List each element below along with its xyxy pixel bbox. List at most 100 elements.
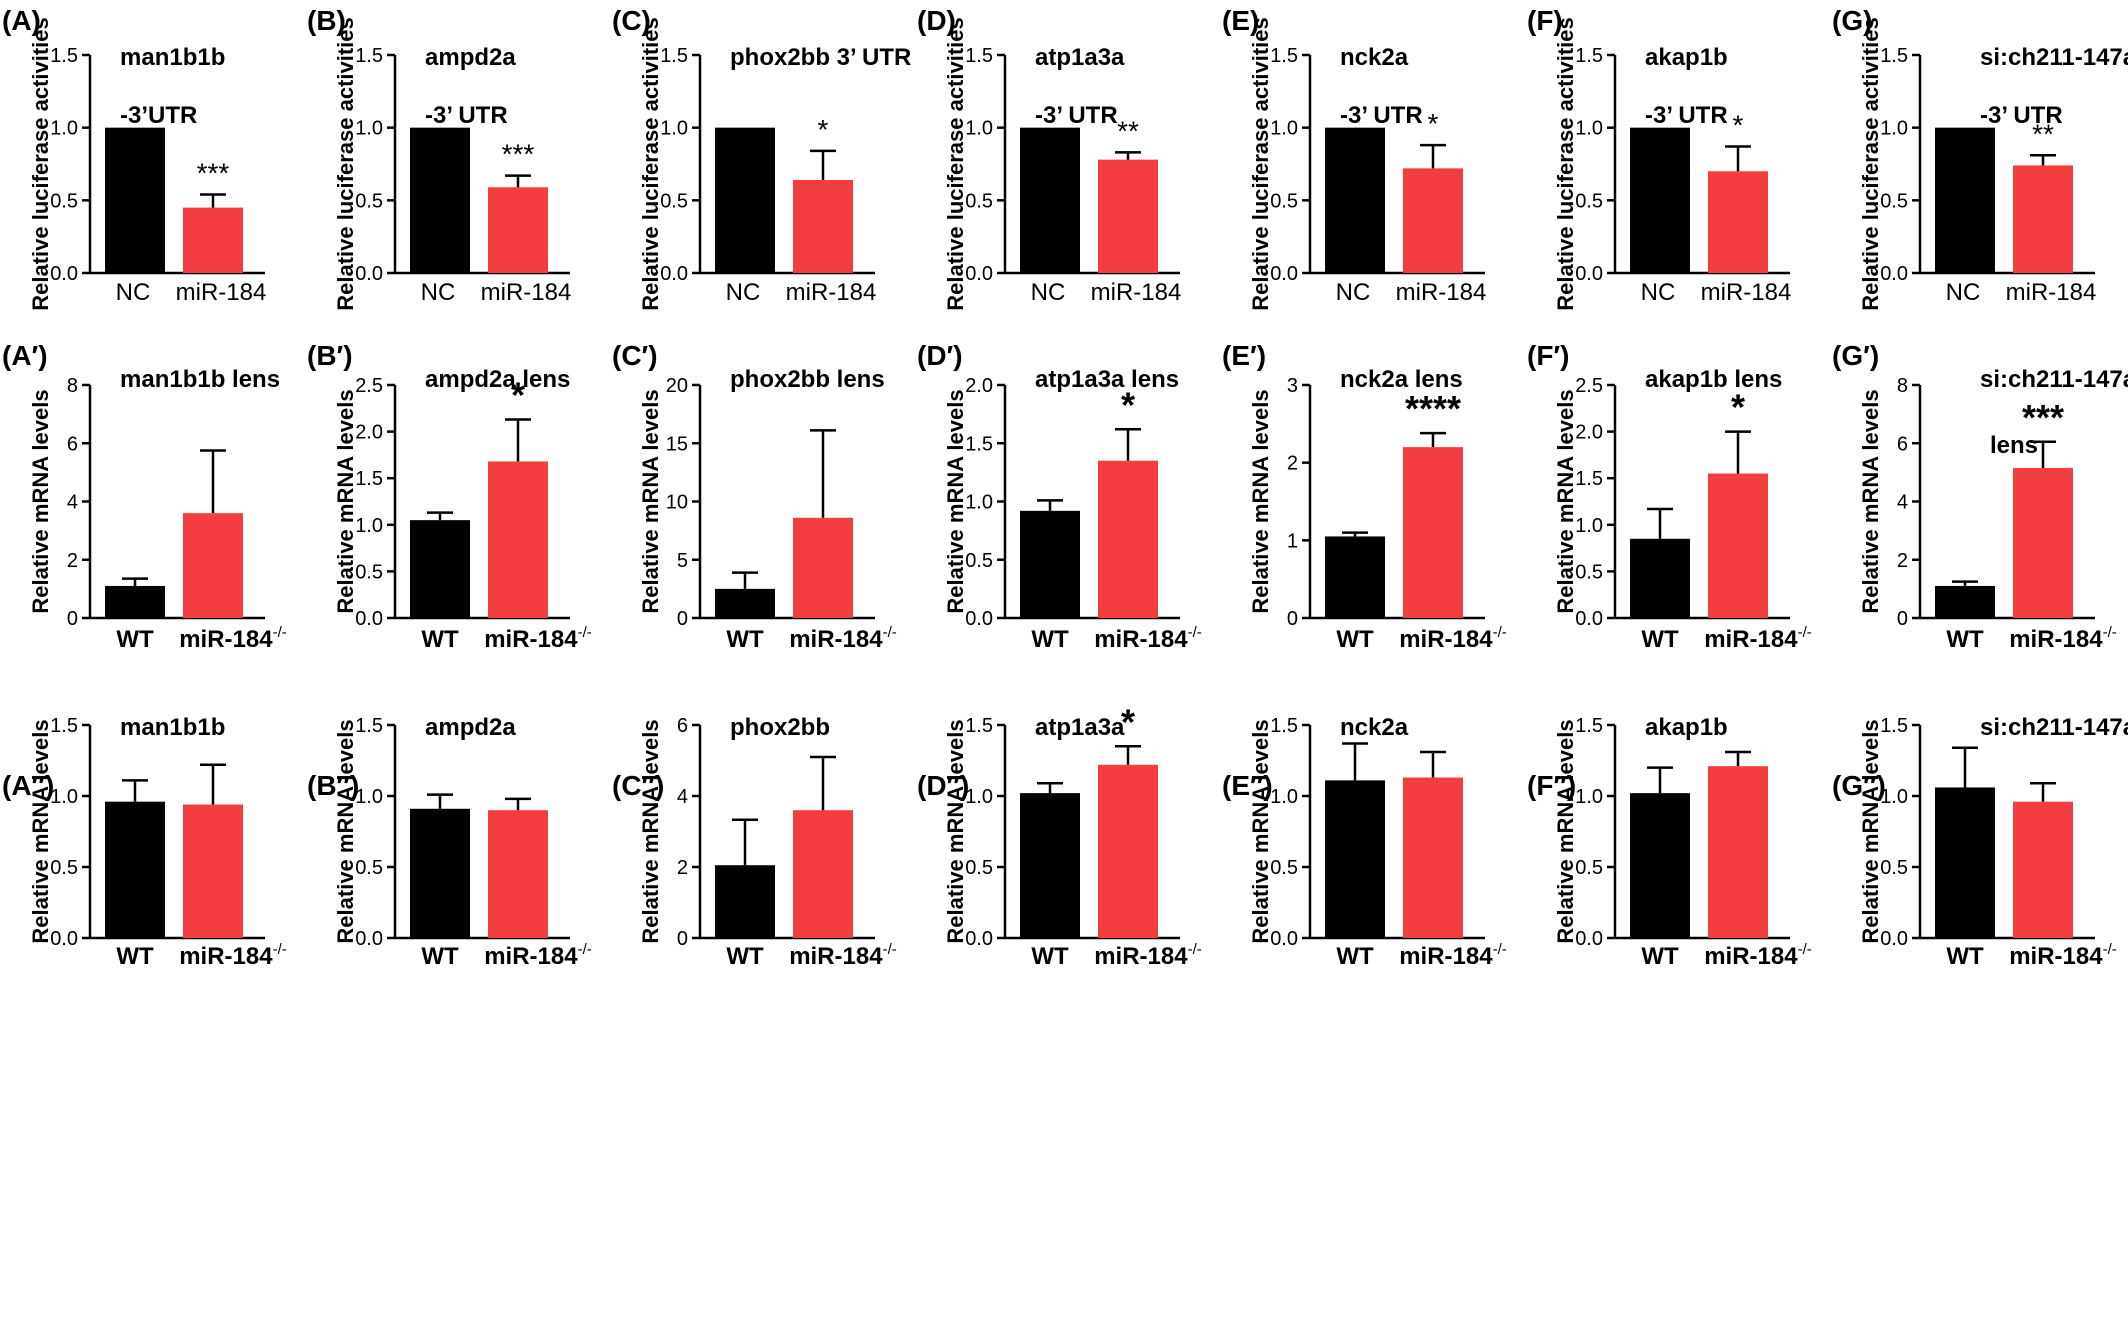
chart-panel: (G′) si:ch211-147a11.3 lens 0 2 4 6 8 Relative m…: [1832, 340, 2128, 653]
y-tick-label: 1.0: [355, 786, 383, 808]
chart-title: ampd2a lens: [425, 366, 570, 393]
significance-label: ***: [197, 158, 230, 189]
x-tick-label: WT: [1336, 626, 1374, 653]
x-tick-label: WT: [1946, 626, 1984, 653]
panel-label: (C′): [612, 340, 658, 371]
y-tick-label: 1.5: [1270, 715, 1298, 737]
y-tick-label: 1.5: [355, 45, 383, 67]
bar-control: [105, 585, 165, 618]
significance-label: ***: [502, 139, 535, 170]
x-tick-label: NC: [421, 279, 456, 306]
significance-label: *: [1121, 384, 1135, 425]
panel-label: (E′′): [1222, 770, 1273, 801]
chart-title: ampd2a: [425, 44, 516, 71]
y-axis-label: Relative luciferase activities: [1248, 17, 1273, 311]
bar-treatment: [1403, 168, 1463, 273]
y-tick-label: 1.5: [1575, 45, 1603, 67]
panel-label: (G′): [1832, 340, 1879, 371]
panel-label: (D′′): [917, 770, 969, 801]
x-tick-label: WT: [1946, 943, 1984, 970]
y-tick-label: 1.0: [1270, 118, 1298, 140]
y-tick-label: 1.0: [50, 786, 78, 808]
bar-control: [1630, 538, 1690, 618]
x-tick-label: NC: [1946, 279, 1981, 306]
y-tick-label: 1.5: [1880, 45, 1908, 67]
y-tick-label: 1.5: [965, 715, 993, 737]
chart-title: si:ch211-147a11.3: [1980, 44, 2128, 71]
y-tick-label: 1.0: [965, 786, 993, 808]
y-tick-label: 0.5: [1575, 857, 1603, 879]
bar-control: [105, 801, 165, 938]
y-axis-label: Relative mRNA levels: [1248, 389, 1273, 613]
y-tick-label: 0.5: [1270, 857, 1298, 879]
x-tick-label: WT: [726, 626, 764, 653]
y-tick-label: 6: [1897, 433, 1908, 455]
significance-label: ****: [1405, 388, 1461, 429]
y-axis-label: Relative luciferase activities: [333, 17, 358, 311]
chart-title: nck2a: [1340, 44, 1409, 71]
x-tick-label: WT: [421, 943, 459, 970]
bar-control: [1935, 585, 1995, 618]
x-tick-label: NC: [726, 279, 761, 306]
y-axis-label: Relative mRNA levels: [28, 389, 53, 613]
y-tick-label: 0: [677, 928, 688, 950]
y-tick-label: 0.5: [965, 550, 993, 572]
y-tick-label: 0.0: [1575, 263, 1603, 285]
chart-title: -3’UTR: [120, 102, 197, 129]
y-tick-label: 0.0: [1270, 263, 1298, 285]
x-tick-label: miR-184: [786, 279, 877, 306]
chart-title: ampd2a: [425, 714, 516, 741]
chart-panel: (F′) akap1b lens 0.0 0.5 1.0 1.5 2.0 2.5Relativ…: [1527, 340, 1812, 653]
x-tick-label: WT: [1031, 626, 1069, 653]
x-tick-label: miR-184: [1091, 279, 1182, 306]
chart-title: phox2bb: [730, 714, 830, 741]
y-axis-label: Relative mRNA levels: [1858, 719, 1883, 943]
y-tick-label: 8: [67, 375, 78, 397]
chart-title: -3’ UTR: [1340, 102, 1423, 129]
x-tick-label: WT: [726, 943, 764, 970]
panel-label: (C): [612, 5, 651, 36]
y-tick-label: 0.0: [1270, 928, 1298, 950]
significance-label: *: [511, 374, 525, 415]
bar-treatment: [183, 207, 243, 273]
significance-label: *: [1121, 701, 1135, 742]
y-tick-label: 2.0: [355, 422, 383, 444]
y-tick-label: 15: [666, 433, 688, 455]
y-tick-label: 0.5: [660, 190, 688, 212]
y-tick-label: 0: [1287, 608, 1298, 630]
y-tick-label: 1.5: [1575, 715, 1603, 737]
bar-treatment: [2013, 468, 2073, 618]
bar-treatment: [1403, 777, 1463, 938]
y-axis-label: Relative luciferase activities: [1553, 17, 1578, 311]
bar-treatment: [183, 513, 243, 618]
y-axis-label: Relative mRNA levels: [28, 719, 53, 943]
x-tick-label: WT: [116, 626, 154, 653]
x-tick-label: miR-184-/-: [1094, 624, 1202, 653]
y-tick-label: 1.0: [1880, 786, 1908, 808]
bar-control: [715, 865, 775, 938]
y-axis-label: Relative luciferase activities: [943, 17, 968, 311]
y-tick-label: 1.5: [1880, 715, 1908, 737]
chart-title: si:ch211-147a11.3: [1980, 366, 2128, 393]
y-tick-label: 5: [677, 550, 688, 572]
y-axis-label: Relative luciferase activities: [28, 17, 53, 311]
bar-control: [410, 127, 470, 274]
y-tick-label: 1.5: [50, 715, 78, 737]
y-axis-label: Relative mRNA levels: [333, 719, 358, 943]
chart-panel: (C′′) phox2bb 0 2 4 6 Relative mRNA levels WT mi…: [612, 714, 897, 970]
y-tick-label: 1.5: [355, 468, 383, 490]
bar-treatment: [1098, 460, 1158, 618]
y-tick-label: 0.0: [1575, 608, 1603, 630]
x-tick-label: NC: [1336, 279, 1371, 306]
x-tick-label: WT: [421, 626, 459, 653]
bar-control: [1325, 536, 1385, 618]
x-tick-label: miR-184: [1701, 279, 1792, 306]
significance-label: *: [818, 114, 829, 145]
y-tick-label: 1.0: [355, 515, 383, 537]
bar-treatment: [183, 804, 243, 938]
y-tick-label: 1.5: [355, 715, 383, 737]
y-tick-label: 0.0: [1880, 263, 1908, 285]
